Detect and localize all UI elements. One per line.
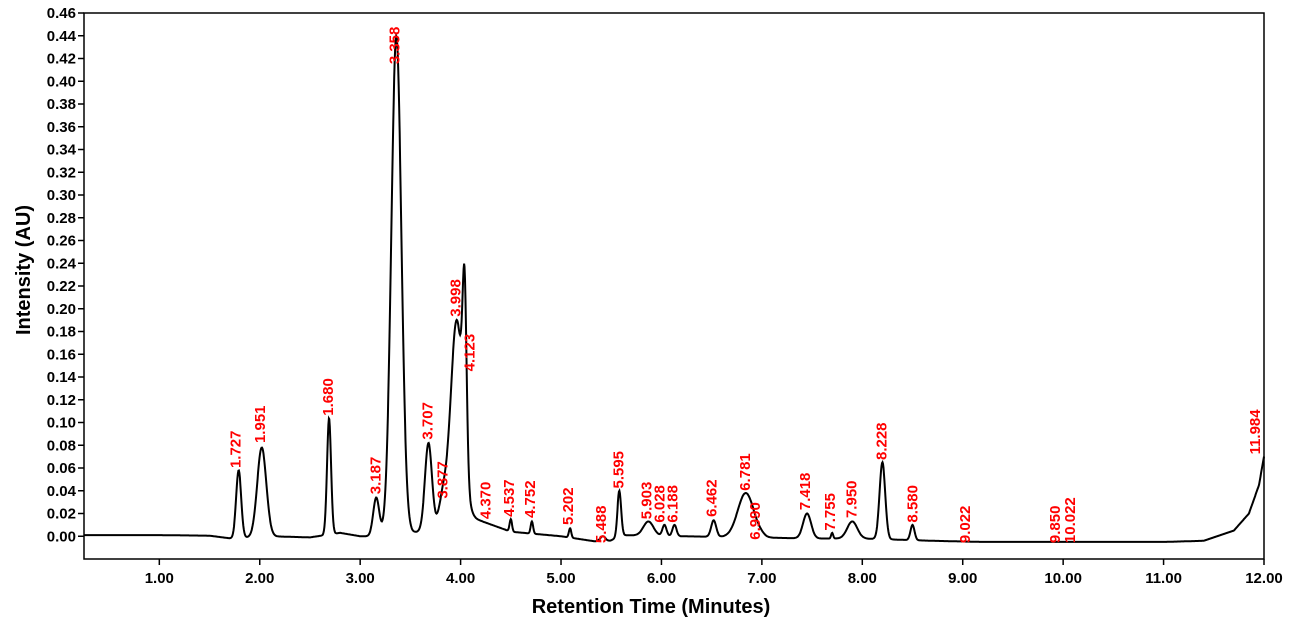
peak-label: 9.022 — [957, 506, 974, 544]
y-tick-label: 0.42 — [47, 51, 76, 68]
y-axis: 0.00 0.02 0.04 0.06 0.08 0.10 0.12 0.14 0.16 0.18… — [47, 5, 84, 545]
x-tick-label: 8.00 — [848, 570, 877, 587]
peak-label: 3.998 — [448, 279, 465, 317]
y-tick-label: 0.44 — [47, 28, 77, 45]
y-tick-label: 0.40 — [47, 73, 76, 90]
peak-label: 8.580 — [905, 485, 922, 523]
y-tick-label: 0.24 — [47, 255, 77, 272]
peak-label: 5.488 — [593, 506, 610, 544]
peak-label: 6.781 — [737, 453, 754, 491]
peak-labels: 1.727 1.951 1.680 3.187 3.358 3.707 3.877 3.998… — [228, 27, 1264, 544]
x-tick-label: 1.00 — [145, 570, 174, 587]
peak-label: 5.202 — [560, 487, 577, 525]
peak-label: 11.984 — [1247, 409, 1264, 455]
y-tick-label: 0.08 — [47, 437, 76, 454]
y-tick-label: 0.00 — [47, 528, 76, 545]
x-tick-label: 3.00 — [346, 570, 375, 587]
peak-label: 9.850 — [1047, 506, 1064, 544]
y-tick-label: 0.02 — [47, 506, 76, 523]
peak-label: 1.680 — [320, 378, 337, 416]
x-tick-label: 5.00 — [546, 570, 575, 587]
peak-label: 3.877 — [435, 461, 452, 499]
peak-label: 10.022 — [1062, 497, 1079, 543]
x-tick-label: 4.00 — [446, 570, 475, 587]
y-tick-label: 0.36 — [47, 119, 76, 136]
x-axis: 1.00 2.00 3.00 4.00 5.00 6.00 7.00 8.00 9.00 10.0… — [145, 559, 1283, 587]
x-tick-label: 9.00 — [948, 570, 977, 587]
y-tick-label: 0.22 — [47, 278, 76, 295]
y-tick-label: 0.46 — [47, 5, 76, 22]
peak-label: 3.187 — [367, 457, 384, 495]
x-tick-label: 11.00 — [1145, 570, 1182, 587]
peak-label: 4.370 — [478, 482, 495, 520]
chromatogram-trace — [84, 32, 1265, 543]
peak-label: 7.755 — [822, 493, 839, 531]
y-tick-label: 0.06 — [47, 460, 76, 477]
y-tick-label: 0.38 — [47, 96, 76, 113]
peak-label: 6.990 — [747, 502, 764, 540]
peak-label: 3.358 — [386, 27, 403, 65]
plot-frame — [83, 12, 1265, 560]
peak-label: 4.123 — [462, 334, 479, 372]
y-tick-label: 0.30 — [47, 187, 76, 204]
y-tick-label: 0.34 — [47, 142, 77, 159]
x-tick-label: 6.00 — [647, 570, 676, 587]
y-tick-label: 0.28 — [47, 210, 76, 227]
y-tick-label: 0.32 — [47, 164, 76, 181]
peak-label: 6.462 — [704, 479, 721, 517]
y-tick-label: 0.18 — [47, 324, 76, 341]
peak-label: 6.028 — [652, 485, 669, 523]
peak-label: 1.951 — [252, 405, 269, 443]
peak-label: 4.537 — [501, 479, 518, 517]
peak-label: 1.727 — [228, 430, 245, 468]
peak-label: 6.188 — [665, 485, 682, 523]
peak-label: 7.418 — [797, 473, 814, 511]
peak-label: 8.228 — [873, 422, 890, 460]
y-tick-label: 0.26 — [47, 233, 76, 250]
peak-label: 5.595 — [610, 451, 627, 489]
y-tick-label: 0.12 — [47, 392, 76, 409]
y-tick-label: 0.16 — [47, 346, 76, 363]
y-tick-label: 0.04 — [47, 483, 77, 500]
x-tick-label: 12.00 — [1245, 570, 1283, 587]
x-axis-title: Retention Time (Minutes) — [532, 596, 771, 618]
peak-label: 3.707 — [419, 402, 436, 440]
y-tick-label: 0.10 — [47, 415, 76, 432]
y-tick-label: 0.20 — [47, 301, 76, 318]
x-tick-label: 7.00 — [747, 570, 776, 587]
peak-label: 4.752 — [522, 480, 539, 518]
y-tick-label: 0.14 — [47, 369, 77, 386]
x-tick-label: 2.00 — [245, 570, 274, 587]
x-tick-label: 10.00 — [1044, 570, 1082, 587]
y-axis-title: Intensity (AU) — [13, 205, 35, 335]
peak-label: 5.903 — [638, 482, 655, 520]
peak-label: 7.950 — [843, 480, 860, 518]
